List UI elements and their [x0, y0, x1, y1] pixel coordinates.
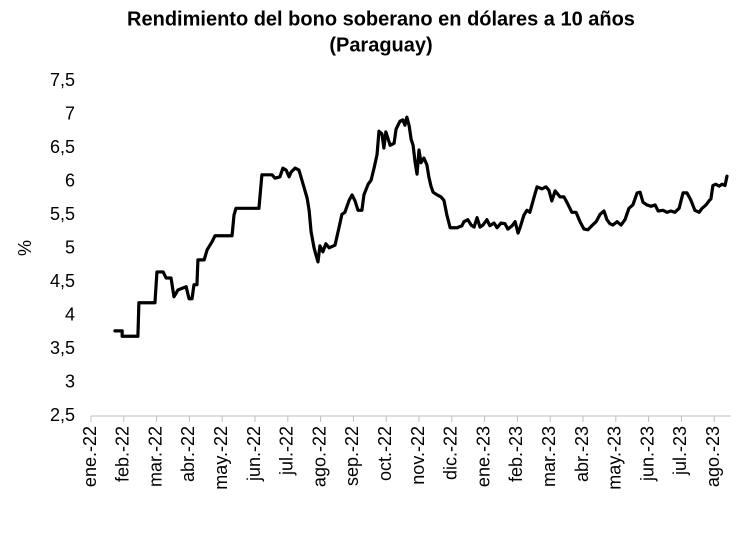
x-tick-label: jun.-23	[637, 426, 657, 482]
x-tick-label: dic.-22	[441, 426, 461, 480]
data-line	[113, 115, 729, 338]
x-tick-label: mar.-23	[539, 426, 559, 487]
x-tick-label: feb.-23	[506, 426, 526, 482]
x-tick-label: sep.-22	[342, 426, 362, 486]
y-tick-label: 7	[65, 103, 75, 123]
y-tick-label: 6	[65, 170, 75, 190]
x-tick-label: may.-22	[211, 426, 231, 490]
x-tick-label: nov.-22	[408, 426, 428, 485]
x-tick-label: feb.-22	[113, 426, 133, 482]
y-tick-label: 3	[65, 371, 75, 391]
chart-title: Rendimiento del bono soberano en dólares…	[127, 8, 635, 30]
x-tick-label: ene.-23	[473, 426, 493, 487]
y-tick-label: 3,5	[50, 338, 75, 358]
x-tick-label: abr.-22	[178, 426, 198, 482]
y-tick-label: 5,5	[50, 204, 75, 224]
x-tick-label: mar.-22	[145, 426, 165, 487]
y-tick-label: 6,5	[50, 137, 75, 157]
x-tick-label: ene.-22	[80, 426, 100, 487]
x-tick-label: ago.-23	[703, 426, 723, 487]
y-tick-label: 4,5	[50, 271, 75, 291]
x-tick-label: may.-23	[605, 426, 625, 490]
x-tick-label: abr.-23	[572, 426, 592, 482]
y-tick-label: 5	[65, 237, 75, 257]
x-tick-label: oct.-22	[375, 426, 395, 481]
chart-title: (Paraguay)	[329, 34, 432, 56]
x-tick-label: ago.-22	[309, 426, 329, 487]
x-tick-label: jul.-22	[277, 426, 297, 476]
y-tick-label: 4	[65, 304, 75, 324]
y-tick-label: 7,5	[50, 70, 75, 90]
x-tick-label: jul.-23	[670, 426, 690, 476]
y-axis-label: %	[15, 240, 35, 256]
y-tick-label: 2,5	[50, 405, 75, 425]
x-tick-label: jun.-22	[244, 426, 264, 482]
